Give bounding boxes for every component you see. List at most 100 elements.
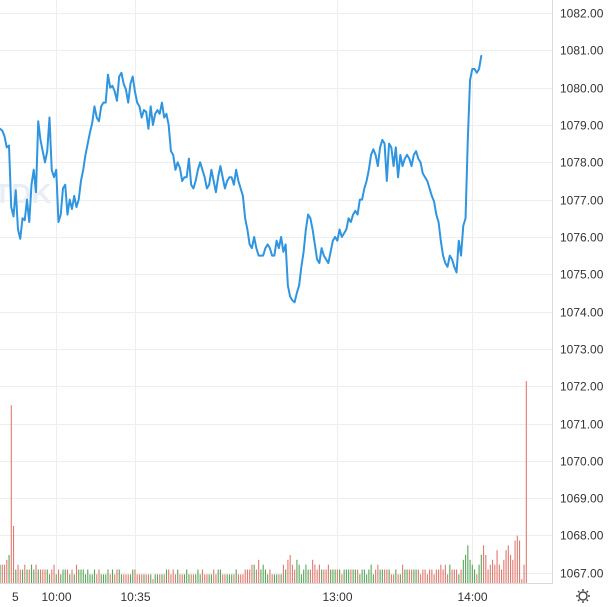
volume-bar [289,555,291,584]
volume-bar [12,526,15,584]
volume-bar [415,569,417,584]
y-tick-label: 1069.00 [560,492,604,506]
y-tick-label: 1067.00 [560,567,604,581]
volume-bar [312,559,314,584]
volume-bar [192,574,195,584]
volume-bar [6,559,8,584]
volume-bar [37,569,39,584]
x-tick-label: 10:00 [41,590,71,604]
volume-bar [303,569,305,584]
volume-bar [100,574,102,584]
volume-bar [170,574,172,584]
volume-bar [10,405,12,584]
volume-bar [276,574,278,584]
volume-bar [161,574,163,584]
volume-bar [357,569,359,584]
volume-bar [222,574,224,584]
volume-bar [449,564,451,584]
y-tick-label: 1071.00 [560,418,604,432]
volume-bar [213,569,215,584]
volume-bar [210,574,212,584]
volume-bar [152,579,154,584]
volume-bar [35,564,37,584]
x-axis-ticks: 5 10:00 10:35 13:00 14:00 [12,590,488,604]
volume-bar [89,574,91,584]
volume-bar [116,569,118,584]
volume-bar [188,574,190,584]
volume-bar [84,574,87,584]
volume-bar [433,574,435,584]
volume-bar [422,569,424,584]
volume-bar [264,569,266,584]
volume-bar [321,569,323,584]
volume-bar [33,569,35,584]
volume-bar [141,574,143,584]
volume-bar [48,574,51,584]
volume-bar [242,574,244,584]
volume-bar [253,564,255,584]
volume-bar [55,574,57,584]
volume-bar [24,564,26,584]
volume-bar [60,574,62,584]
volume-bar [62,569,64,584]
volume-bar [406,569,408,584]
settings-gear-icon[interactable] [576,589,590,603]
volume-bar [197,569,199,584]
volume-bar [4,564,6,584]
volume-bar [384,569,386,584]
volume-bar [341,574,343,584]
volume-bar [190,574,192,584]
volume-bar [323,569,325,584]
volume-bar [17,564,19,584]
volume-bar [352,569,354,584]
volume-bar [156,574,159,584]
volume-bar [350,569,352,584]
volume-bar [298,564,300,584]
volume-bar [359,574,361,584]
volume-bar [379,569,381,584]
volume-bar [8,555,10,584]
volume-bar [516,535,518,584]
volume-bar [136,574,138,584]
volume-bar [282,564,284,584]
volume-bar [51,569,53,584]
y-axis-ticks: 1067.00 1068.00 1069.00 1070.00 1071.00 1072.… [560,7,604,581]
volume-bar [339,569,341,584]
volume-bar [204,574,206,584]
volume-bar [82,569,84,584]
volume-bar [447,574,449,584]
grid-layer [0,0,552,584]
volume-bar [348,569,350,584]
volume-bar [372,574,374,584]
volume-bar [91,574,93,584]
volume-bar [143,574,145,584]
y-tick-label: 1081.00 [560,44,604,58]
y-tick-label: 1070.00 [560,455,604,469]
volume-bar [93,569,96,584]
volume-bar [377,564,379,584]
volume-bar [132,569,134,584]
volume-bar [105,574,107,584]
volume-bar [505,550,507,584]
x-tick-label: 10:35 [120,590,150,604]
volume-bar [420,574,422,584]
volume-bar [195,574,197,584]
volume-bar [109,574,111,584]
volume-bar [134,569,136,584]
volume-bar [172,569,174,584]
volume-bar [273,574,275,584]
volume-bar [402,564,404,584]
volume-bar [233,574,235,584]
volume-bar [237,574,239,584]
volume-bar [287,559,289,584]
volume-bar [487,569,489,584]
volume-bar [75,564,78,584]
volume-bar [451,569,453,584]
volume-bar [408,569,410,584]
volume-bar [260,569,262,584]
volume-bar [485,555,487,584]
volume-bar [431,569,433,584]
volume-bar [370,564,372,584]
volume-bar [201,569,204,584]
